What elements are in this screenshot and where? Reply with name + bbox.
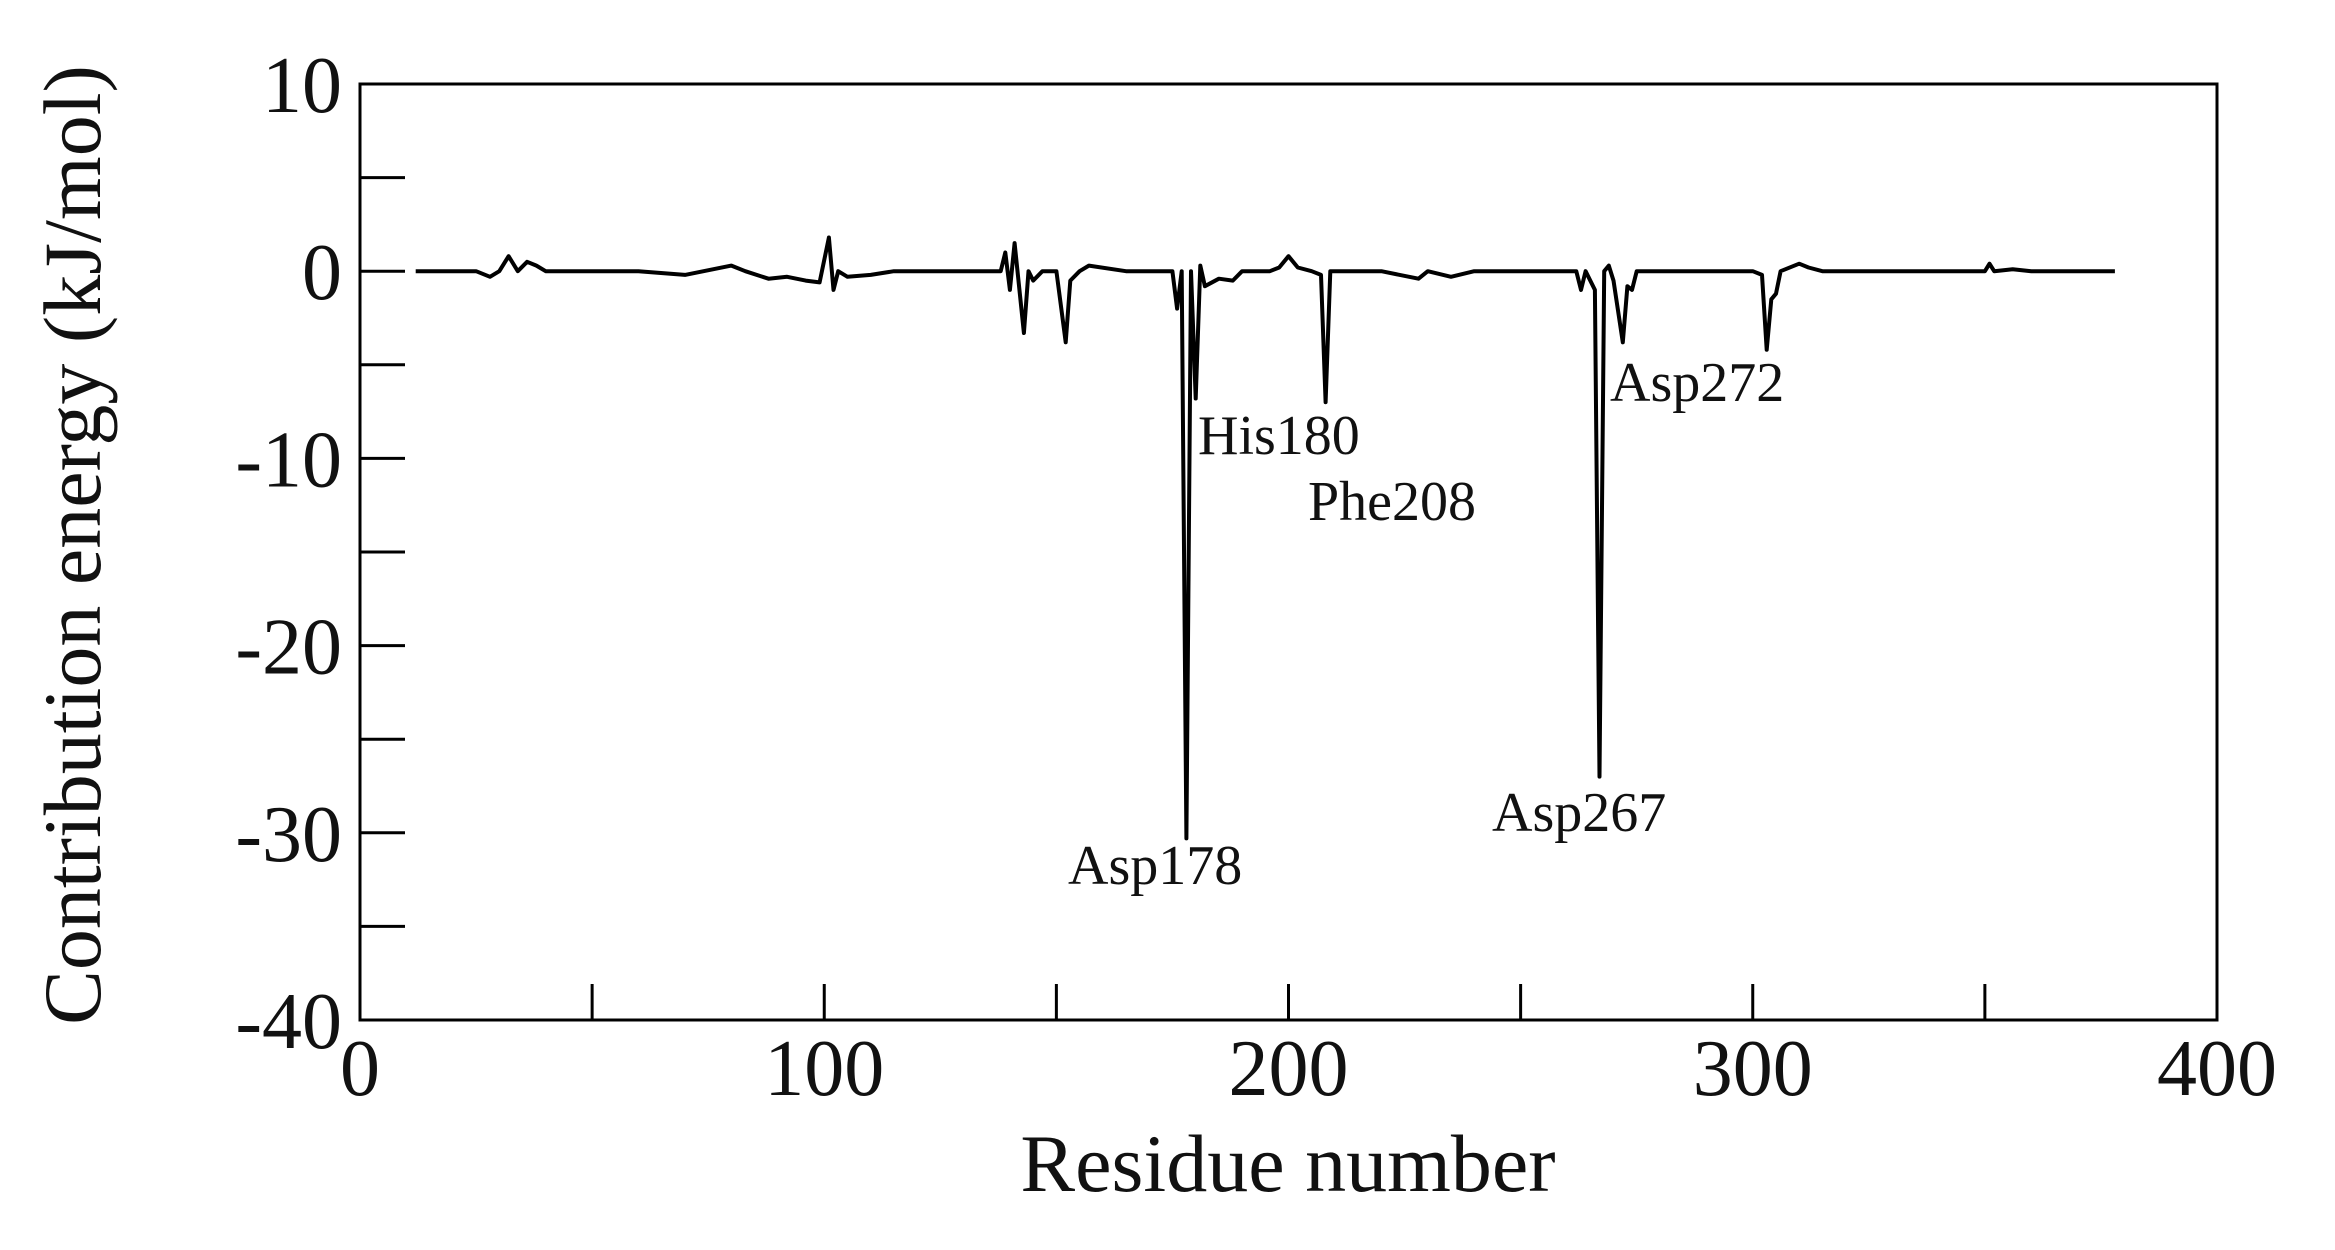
annotation: Phe208 [1308,471,1476,533]
y-tick-label: -20 [235,604,342,692]
y-tick-label: 10 [262,42,342,130]
y-tick-label: -30 [235,791,342,879]
x-tick-label: 400 [2157,1025,2277,1113]
annotation: His180 [1198,405,1360,467]
x-tick-label: 0 [340,1025,380,1113]
y-tick-label: 0 [302,229,342,317]
y-axis-title: Contribution energy (kJ/mol) [27,65,118,1025]
x-tick-label: 200 [1229,1025,1349,1113]
annotation: Asp267 [1492,782,1666,844]
y-tick-label: -40 [235,978,342,1066]
annotation: Asp272 [1610,352,1784,414]
annotation: Asp178 [1068,835,1242,897]
x-tick-label: 300 [1693,1025,1813,1113]
x-tick-label: 100 [764,1025,884,1113]
x-axis-title: Residue number [1020,1118,1555,1209]
data-line [415,235,2115,841]
plot-frame [358,82,2219,1022]
y-tick-label: -10 [235,416,342,504]
